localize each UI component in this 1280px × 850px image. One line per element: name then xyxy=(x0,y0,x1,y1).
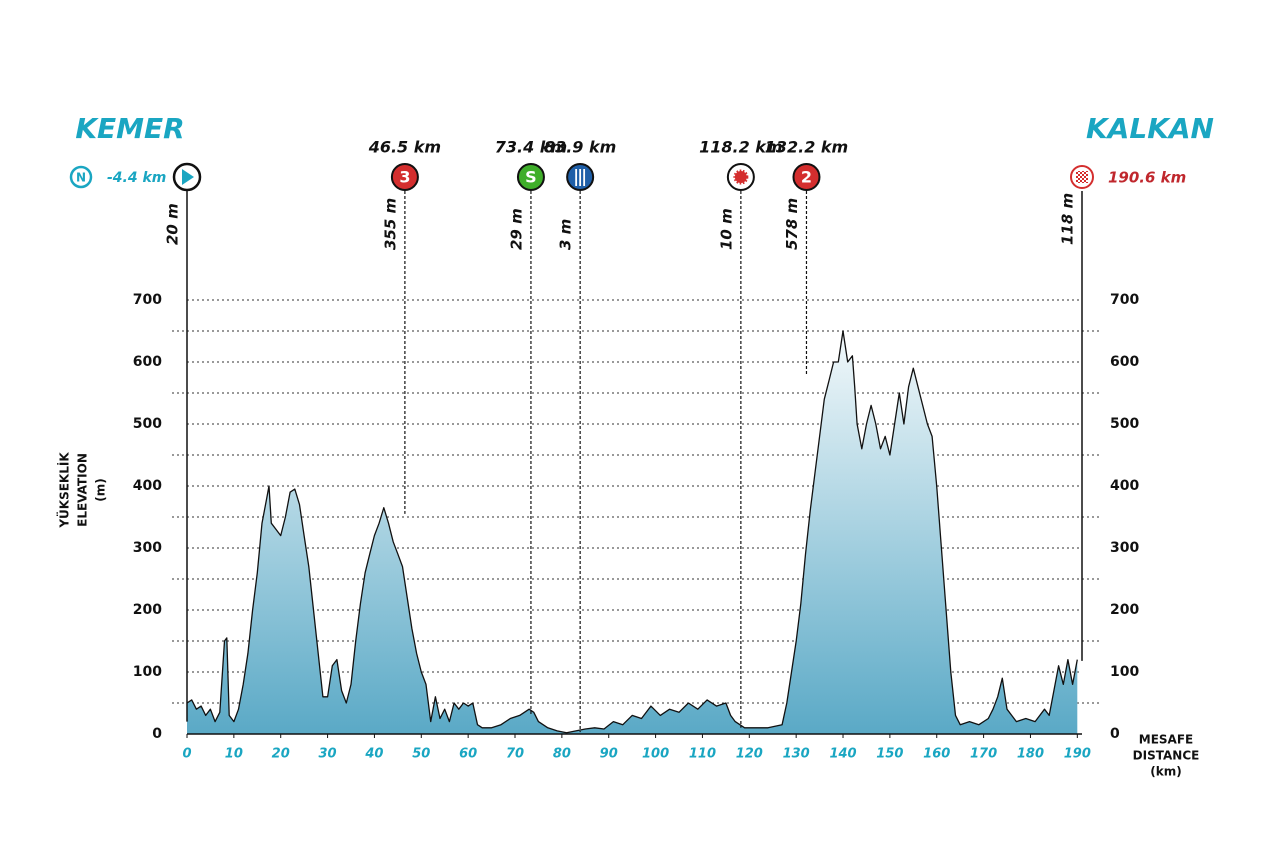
y2-tick-label: 500 xyxy=(1110,416,1139,432)
marker-badge xyxy=(733,169,749,185)
x-tick-label: 10 xyxy=(225,747,243,762)
marker-km: 132.2 km xyxy=(765,138,849,157)
x-axis-title: DISTANCE xyxy=(1133,749,1200,763)
x-tick-label: 80 xyxy=(553,747,571,762)
marker-icon xyxy=(792,163,821,191)
marker-elevation: 578 m xyxy=(783,198,801,250)
x-tick-label: 50 xyxy=(412,747,430,762)
y-axis-title: ELEVATION xyxy=(76,453,90,527)
marker-elevation: 3 m xyxy=(557,219,575,250)
marker-icon xyxy=(516,163,545,191)
x-tick-label: 60 xyxy=(459,747,477,762)
marker-icon-label: 2 xyxy=(801,168,812,187)
x-tick-label: 100 xyxy=(642,747,669,762)
y2-tick-label: 400 xyxy=(1110,478,1139,494)
x-tick-label: 150 xyxy=(876,747,903,762)
x-tick-label: 90 xyxy=(600,747,618,762)
marker-elevation: 355 m xyxy=(381,198,399,250)
y-axis-title: YÜKSEKLİK xyxy=(57,452,72,529)
y2-tick-label: 700 xyxy=(1110,292,1139,308)
y2-tick-label: 600 xyxy=(1110,354,1139,370)
y-tick-label: 200 xyxy=(133,602,162,618)
x-tick-label: 160 xyxy=(923,747,950,762)
area-fill xyxy=(187,331,1078,734)
neutral-icon-label: N xyxy=(76,171,86,185)
y2-tick-label: 0 xyxy=(1110,726,1120,742)
y-tick-label: 600 xyxy=(133,354,162,370)
y-tick-label: 700 xyxy=(133,292,162,308)
neutral-icon xyxy=(69,165,93,189)
x-tick-label: 120 xyxy=(736,747,763,762)
y-tick-label: 0 xyxy=(152,726,162,742)
y2-tick-label: 300 xyxy=(1110,540,1139,556)
finish-elevation: 118 m xyxy=(1059,193,1077,245)
start-icons: N -4.4 km xyxy=(69,162,202,192)
y-axis-title: (m) xyxy=(94,478,108,501)
x-axis-title: (km) xyxy=(1150,765,1181,779)
x-tick-label: 170 xyxy=(970,747,997,762)
marker-km: 73.4 km xyxy=(495,138,567,157)
x-tick-label: 40 xyxy=(364,747,383,762)
start-play xyxy=(182,169,194,185)
x-axis-title: MESAFE xyxy=(1139,733,1193,747)
y2-tick-label: 200 xyxy=(1110,602,1139,618)
x-tick-label: 0 xyxy=(182,747,191,762)
y-tick-label: 500 xyxy=(133,416,162,432)
finish-icons: 190.6 km xyxy=(1070,165,1186,189)
marker-elevation: 10 m xyxy=(717,208,735,250)
x-tick-label: 70 xyxy=(506,747,524,762)
marker-icon-label: 3 xyxy=(399,168,410,187)
finish-checker xyxy=(1076,171,1088,183)
start-elevation: 20 m xyxy=(164,203,182,245)
y2-tick-label: 100 xyxy=(1110,664,1139,680)
y-tick-label: 300 xyxy=(133,540,162,556)
finish-km: 190.6 km xyxy=(1108,169,1186,187)
marker-km: 83.9 km xyxy=(544,138,616,157)
marker-icon-label: S xyxy=(525,168,537,187)
x-tick-label: 110 xyxy=(689,747,716,762)
marker-icon xyxy=(390,163,419,191)
start-km: -4.4 km xyxy=(107,170,166,186)
marker-elevation: 29 m xyxy=(507,208,525,250)
elevation-line xyxy=(186,330,1078,734)
x-tick-label: 190 xyxy=(1064,747,1091,762)
x-tick-label: 30 xyxy=(319,747,337,762)
x-tick-label: 20 xyxy=(272,747,290,762)
marker-km: 118.2 km xyxy=(699,138,783,157)
y-tick-label: 400 xyxy=(133,478,162,494)
y-tick-label: 100 xyxy=(133,664,162,680)
x-tick-label: 130 xyxy=(783,747,810,762)
x-tick-label: 180 xyxy=(1017,747,1044,762)
marker-km: 46.5 km xyxy=(368,138,441,157)
x-tick-label: 140 xyxy=(829,747,856,762)
finish-name: KALKAN xyxy=(1086,112,1214,145)
start-name: KEMER xyxy=(75,112,184,145)
